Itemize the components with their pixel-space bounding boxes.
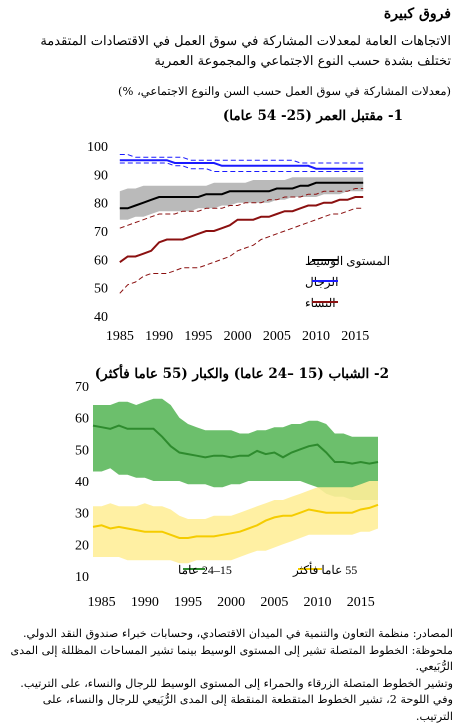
panel1-chart: 40 50 60 70 80 90 100 1985 1990 1995 2000 2005 2010 2… xyxy=(0,134,461,364)
p2-y-tick-label: 10 xyxy=(75,570,89,585)
p1-x-tick-label: 1990 xyxy=(145,329,173,344)
p2-x-tick-label: 1985 xyxy=(88,595,116,610)
p2-y-tick-label: 70 xyxy=(75,380,89,395)
figure-title: فروق كبيرة xyxy=(11,6,451,22)
note-1: ملحوظة: الخطوط المتصلة تشير إلى المستوى … xyxy=(9,643,453,676)
p1-x-tick-label: 2000 xyxy=(224,329,252,344)
p2-y-tick-label: 40 xyxy=(75,475,89,490)
unit-note: (معدلات المشاركة في سوق العمل حسب السن و… xyxy=(11,84,451,98)
p1-range-high-0 xyxy=(120,155,363,164)
p2-x-tick-label: 2015 xyxy=(347,595,375,610)
p2-legend-label-1: 55 عاما فأكثر xyxy=(292,561,357,577)
panel2-chart: 10 20 30 40 50 60 70 1985 1990 1995 2000 2005 2010 20… xyxy=(0,378,461,613)
p2-band-1 xyxy=(93,481,378,563)
p1-x-tick-label: 2015 xyxy=(341,329,369,344)
panel1-title: 1- مقتبل العمر (25- 54 عاما) xyxy=(23,108,403,124)
p2-y-tick-label: 20 xyxy=(75,538,89,553)
p1-y-tick-label: 60 xyxy=(94,253,108,268)
p2-y-tick-label: 50 xyxy=(75,443,89,458)
p2-x-tick-label: 2005 xyxy=(260,595,288,610)
p2-x-tick-label: 1990 xyxy=(131,595,159,610)
p1-range-low-0 xyxy=(120,163,363,172)
p1-y-tick-label: 50 xyxy=(94,282,108,297)
notes-block: المصادر: منظمة التعاون والتنمية في الميد… xyxy=(9,626,453,725)
figure-subtitle: الاتجاهات العامة لمعدلات المشاركة في سوق… xyxy=(11,32,451,72)
p2-band-0 xyxy=(93,399,378,500)
p1-y-tick-label: 70 xyxy=(94,225,108,240)
p1-y-tick-label: 90 xyxy=(94,168,108,183)
p1-y-tick-label: 40 xyxy=(94,310,108,325)
p2-y-tick-label: 60 xyxy=(75,412,89,427)
sources-note: المصادر: منظمة التعاون والتنمية في الميد… xyxy=(9,626,453,643)
note-2: وتشير الخطوط المتصلة الزرقاء والحمراء إل… xyxy=(9,676,453,725)
p1-x-tick-label: 2005 xyxy=(263,329,291,344)
p2-y-tick-label: 30 xyxy=(75,507,89,522)
p1-x-tick-label: 2010 xyxy=(302,329,330,344)
p2-x-tick-label: 2010 xyxy=(304,595,332,610)
p1-x-tick-label: 1995 xyxy=(184,329,212,344)
p2-legend-label-0: 15–24 عاما xyxy=(178,563,232,577)
p1-y-tick-label: 100 xyxy=(87,140,108,155)
p1-x-tick-label: 1985 xyxy=(106,329,134,344)
p2-x-tick-label: 2000 xyxy=(217,595,245,610)
p1-y-tick-label: 80 xyxy=(94,197,108,212)
p1-series-line-1 xyxy=(120,160,363,169)
p2-x-tick-label: 1995 xyxy=(174,595,202,610)
